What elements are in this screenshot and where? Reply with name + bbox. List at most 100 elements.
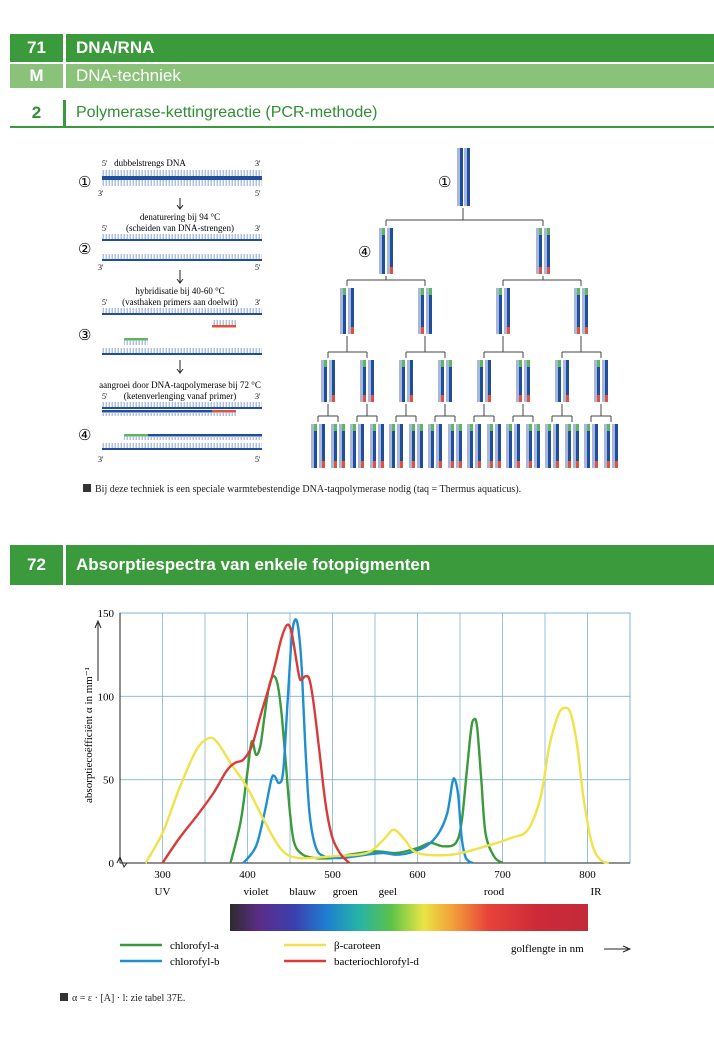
dna-copy (506, 424, 512, 468)
legend-label: bacteriochlorofyl-d (334, 956, 419, 968)
dna-copy (399, 360, 405, 402)
section-number: 71 (10, 34, 66, 62)
x-tick-labels: 300 400 500 600 700 800 (154, 869, 596, 881)
end-label: 5' (255, 263, 261, 272)
step-marker-1: ① (78, 175, 91, 191)
dna-copy (448, 424, 454, 468)
end-label: 3' (98, 263, 104, 272)
color-region-label: IR (591, 886, 603, 898)
chart-axes (116, 613, 630, 869)
color-region-label: UV (155, 886, 171, 898)
color-region-label: rood (484, 886, 505, 898)
pcr-steps-diagram: ① dubbelstrengs DNA 5' 3' 3' 5' denature… (78, 158, 262, 464)
section-72-header: 72 Absorptiespectra van enkele fotopigme… (10, 545, 714, 585)
primer-red (212, 320, 236, 328)
dna-copy (446, 360, 452, 402)
end-label: 5' (102, 392, 108, 401)
step2-sublabel: (scheiden van DNA-strengen) (126, 223, 234, 233)
end-label: 5' (255, 455, 261, 464)
dna-copy (544, 228, 550, 274)
dna-copy (321, 360, 327, 402)
color-region-label: geel (379, 886, 397, 898)
topic-2-header: 2 Polymerase-kettingreactie (PCR-methode… (10, 100, 714, 128)
step4-label: aangroei door DNA-taqpolymerase bij 72 °… (99, 380, 261, 390)
dna-copy (319, 424, 325, 468)
step-marker-3: ③ (78, 328, 91, 344)
x-tick-label: 300 (154, 869, 171, 881)
dna-copy (524, 360, 530, 402)
end-label: 3' (255, 392, 261, 401)
step4-sublabel: (ketenverlenging vanaf primer) (124, 391, 236, 401)
legend-item: bacteriochlorofyl-d (284, 956, 419, 968)
extended-strand-top (102, 402, 262, 416)
dna-copy (582, 288, 588, 334)
dna-copy (368, 360, 374, 402)
dna-copy (592, 424, 598, 468)
y-axis-label: absorptiecoëfficiënt α in mm⁻¹ (83, 667, 95, 803)
single-strand-bottom (102, 254, 262, 261)
series-line--caroteen (144, 706, 610, 865)
legend-item: β-caroteen (284, 940, 381, 952)
end-label: 3' (255, 224, 261, 233)
dna-copy (467, 424, 473, 468)
y-tick-label: 150 (98, 608, 115, 620)
dna-copy (485, 360, 491, 402)
dna-copy (331, 424, 337, 468)
dna-copy (360, 360, 366, 402)
section-title: Absorptiespectra van enkele fotopigmente… (76, 555, 431, 574)
end-label: 5' (102, 298, 108, 307)
arrow-down-icon (176, 360, 184, 374)
extended-strand-bottom (102, 434, 262, 450)
single-strand-top (102, 234, 262, 241)
single-strand-top (102, 308, 262, 315)
dna-copy (358, 424, 364, 468)
single-strand-bottom (102, 348, 262, 355)
dna-copy (456, 424, 462, 468)
dna-copy (604, 424, 610, 468)
primer-green (124, 338, 148, 345)
dna-copy (612, 424, 618, 468)
visible-spectrum-bar (230, 904, 588, 931)
topic-title: Polymerase-kettingreactie (PCR-methode) (76, 104, 378, 121)
dna-copy (387, 228, 393, 274)
y-tick-label: 50 (103, 775, 115, 787)
dna-copy (514, 424, 520, 468)
dna-copy (495, 424, 501, 468)
x-axis-arrow-icon (604, 945, 632, 953)
chart-series (144, 618, 610, 865)
dna-copy (397, 424, 403, 468)
color-region-label: violet (243, 886, 268, 898)
end-label: 5' (255, 189, 261, 198)
formula-text: α = ε · [A] · l: zie tabel 37E. (72, 993, 186, 1004)
x-tick-label: 800 (579, 869, 596, 881)
axis-break-icon (116, 855, 128, 869)
dna-copy (350, 424, 356, 468)
dna-copy (340, 288, 346, 334)
legend-label: β-caroteen (334, 940, 381, 952)
dna-copy (477, 360, 483, 402)
dna-copy (339, 424, 345, 468)
x-tick-label: 500 (324, 869, 341, 881)
dna-copy (418, 288, 424, 334)
dna-copy (555, 360, 561, 402)
end-label: 3' (98, 455, 104, 464)
dna-copy (534, 424, 540, 468)
subsection-letter: M (10, 64, 66, 88)
pcr-amplification-tree: ① ④ (311, 148, 618, 468)
dna-copy (553, 424, 559, 468)
arrow-down-icon (176, 270, 184, 284)
dna-copy (475, 424, 481, 468)
dna-copy (417, 424, 423, 468)
step3-label: hybridisatie bij 40-60 °C (135, 286, 224, 296)
end-label: 5' (102, 159, 108, 168)
double-strand-dna (102, 170, 262, 186)
section-number: 72 (10, 545, 66, 585)
dna-copy (438, 360, 444, 402)
legend-item: chlorofyl-a (120, 940, 219, 952)
y-tick-label: 0 (109, 858, 115, 870)
subsection-m-header: M DNA-techniek (10, 64, 714, 88)
x-tick-label: 600 (409, 869, 426, 881)
dna-copy (526, 424, 532, 468)
dna-copy (594, 360, 600, 402)
dna-copy (378, 424, 384, 468)
